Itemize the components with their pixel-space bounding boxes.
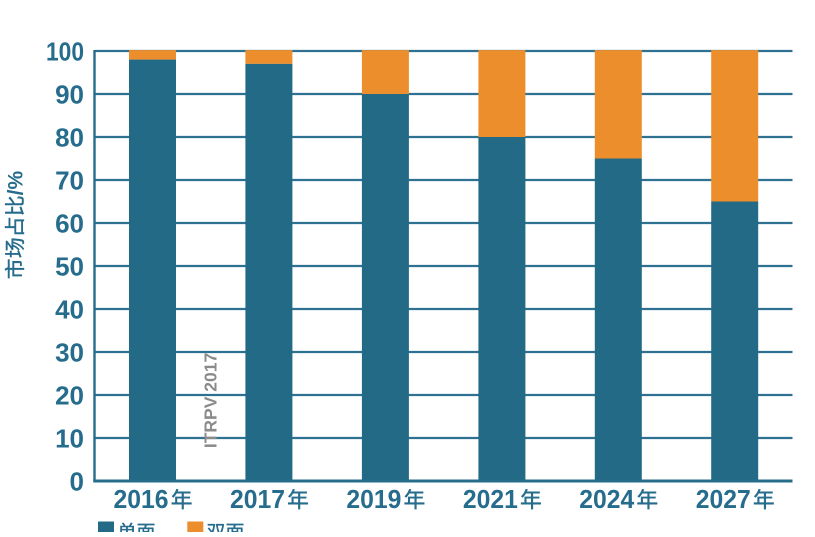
svg-text:2024: 2024: [579, 484, 635, 514]
svg-text:80: 80: [55, 122, 84, 152]
svg-text:100: 100: [46, 36, 84, 66]
svg-text:30: 30: [55, 337, 84, 367]
svg-text:50: 50: [55, 251, 84, 281]
svg-text:10: 10: [55, 423, 84, 453]
svg-text:0: 0: [70, 466, 84, 496]
svg-text:20: 20: [55, 380, 84, 410]
svg-text:/%: /%: [5, 170, 28, 195]
svg-text:40: 40: [55, 294, 84, 324]
svg-text:70: 70: [55, 165, 84, 195]
svg-text:2019: 2019: [346, 484, 401, 514]
svg-text:2016: 2016: [114, 484, 169, 514]
svg-text:2017: 2017: [230, 484, 285, 514]
svg-text:2021: 2021: [463, 484, 518, 514]
svg-text:60: 60: [55, 208, 84, 238]
svg-text:2027: 2027: [696, 484, 751, 514]
svg-text:ITRPV 2017: ITRPV 2017: [201, 353, 221, 448]
svg-text:90: 90: [55, 79, 84, 109]
